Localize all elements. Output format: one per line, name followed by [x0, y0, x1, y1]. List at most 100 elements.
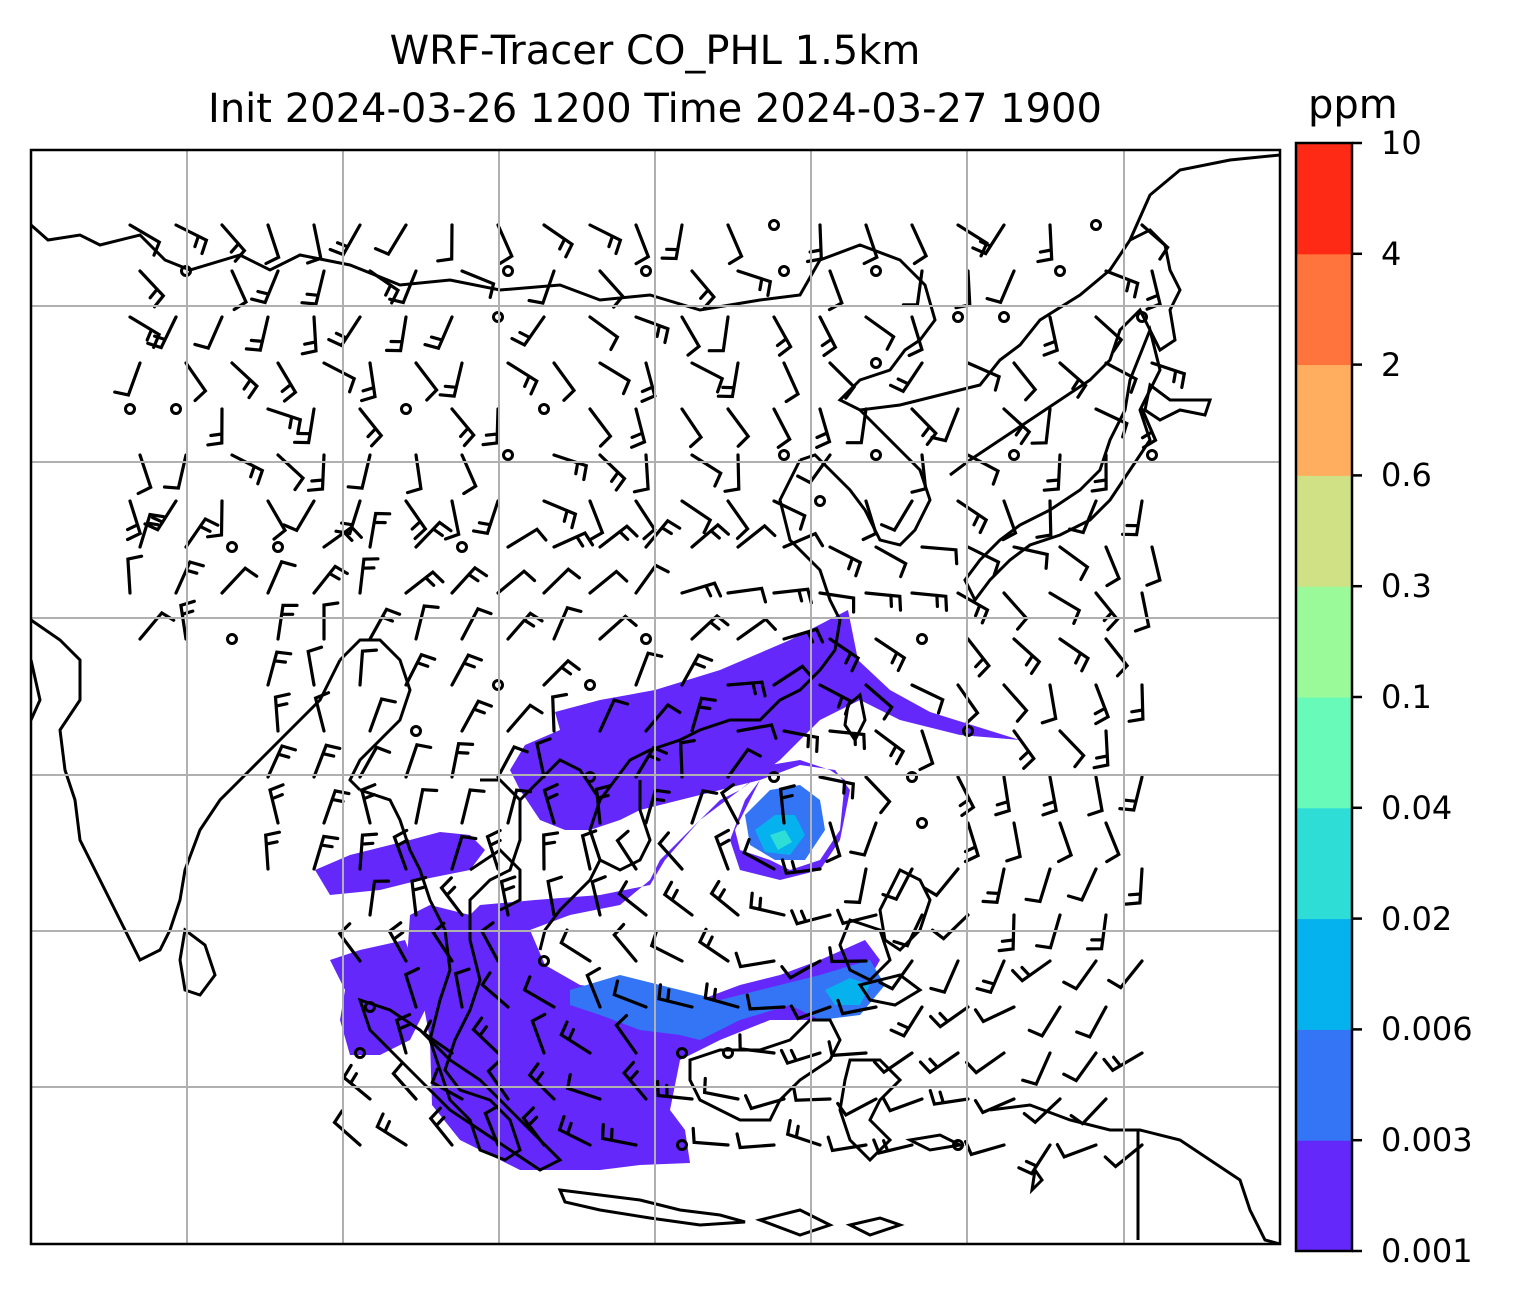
wind-barb: [825, 821, 842, 863]
wind-barb: [341, 1063, 372, 1101]
wind-barb: [966, 545, 1001, 577]
wind-barb: [542, 499, 578, 530]
wind-barb: [644, 518, 682, 549]
wind-barb: [496, 569, 537, 595]
wind-barb: [174, 560, 205, 595]
wind-barb: [282, 499, 316, 533]
wind-barb: [864, 591, 903, 612]
wind-barb: [691, 1126, 730, 1147]
wind-barb: [845, 407, 868, 445]
wind-barb: [1140, 407, 1158, 450]
wind-barb: [266, 499, 288, 541]
wind-barb: [836, 1097, 878, 1117]
wind-barb: [782, 361, 801, 404]
calm-wind-marker: [870, 357, 882, 369]
wind-barb: [358, 832, 379, 871]
wind-barb: [404, 652, 437, 687]
wind-barb: [815, 407, 832, 449]
wind-barb: [726, 586, 768, 604]
wind-barb: [450, 834, 478, 871]
wind-barb: [861, 499, 878, 542]
wind-barb: [735, 1132, 776, 1150]
calm-wind-marker: [870, 265, 882, 277]
wind-barb: [368, 697, 397, 733]
calm-wind-marker: [1008, 449, 1020, 461]
wind-barb: [649, 930, 684, 963]
wind-barb: [714, 828, 731, 871]
wind-barb: [1036, 223, 1054, 264]
wind-barb: [300, 315, 318, 356]
colorbar-tick-label: 4: [1381, 234, 1402, 273]
wind-barb: [598, 524, 639, 549]
calm-wind-marker: [676, 1139, 688, 1151]
wind-barb: [264, 830, 281, 871]
wind-barb: [460, 699, 493, 733]
wind-barb: [930, 407, 960, 443]
wind-barb: [1002, 591, 1029, 631]
coastline-gulf-thailand: [469, 848, 522, 912]
wind-barb: [920, 545, 959, 566]
wind-barb: [1093, 683, 1111, 726]
wind-barb: [358, 745, 392, 779]
wind-barb: [414, 520, 453, 549]
wind-barb: [358, 557, 380, 595]
wind-barb: [1005, 821, 1022, 863]
wind-barb: [872, 1051, 914, 1075]
wind-barb: [138, 269, 166, 309]
calm-wind-marker: [1090, 219, 1102, 231]
wind-barb: [460, 788, 486, 825]
wind-barb: [460, 453, 478, 496]
wind-barb: [557, 1114, 592, 1147]
wind-barb: [450, 742, 475, 779]
wind-barbs: [113, 223, 1187, 1176]
wind-barb: [1104, 361, 1138, 394]
wind-barb: [230, 453, 265, 486]
wind-barb: [818, 683, 853, 716]
wind-barb: [472, 499, 500, 536]
wind-barb: [439, 876, 464, 917]
coastline-new-guinea: [989, 1103, 1280, 1244]
wind-barb: [113, 361, 142, 397]
wind-barb: [1021, 1051, 1052, 1087]
calm-wind-marker: [538, 955, 550, 967]
coastline-korea: [799, 408, 932, 547]
wind-barb: [836, 908, 878, 926]
wind-barb: [542, 567, 581, 595]
wind-barb: [1094, 315, 1124, 353]
wind-barb: [772, 315, 793, 357]
wind-barb: [438, 361, 464, 398]
wind-barb: [559, 1020, 592, 1055]
wind-barb: [745, 993, 786, 1011]
wind-barb: [778, 784, 796, 825]
colorbar-tick-label: 0.1: [1381, 678, 1432, 716]
wind-barb: [436, 223, 454, 263]
wind-barb: [230, 361, 260, 400]
coastline-java: [557, 1188, 746, 1227]
wind-barb: [486, 1060, 510, 1101]
map-gridlines: [31, 150, 1280, 1244]
wind-barb: [828, 729, 866, 751]
wind-barb: [1030, 407, 1052, 445]
wind-barb: [662, 880, 694, 917]
wind-barb: [138, 610, 176, 641]
wind-barb: [874, 545, 908, 579]
wind-barb: [428, 1106, 454, 1147]
wind-barb: [404, 742, 433, 779]
wind-barb: [644, 702, 682, 733]
coastline-small-islands: [754, 1133, 1044, 1237]
wind-barb: [828, 361, 857, 400]
colorbar-tick-label: 10: [1381, 124, 1422, 162]
wind-barb: [634, 315, 670, 345]
coastline-japan: [963, 325, 1162, 603]
colorbar-bin: [1296, 1140, 1352, 1252]
wind-barb: [1075, 1005, 1108, 1039]
wind-barb: [660, 223, 684, 261]
wind-barb: [322, 789, 351, 825]
wind-barb: [1104, 269, 1140, 299]
wind-barb: [703, 982, 740, 1009]
wind-barb: [300, 269, 326, 306]
wind-barb: [1040, 683, 1058, 725]
wind-barb: [565, 1073, 602, 1101]
calm-wind-marker: [400, 403, 412, 415]
calm-wind-marker: [768, 771, 780, 783]
